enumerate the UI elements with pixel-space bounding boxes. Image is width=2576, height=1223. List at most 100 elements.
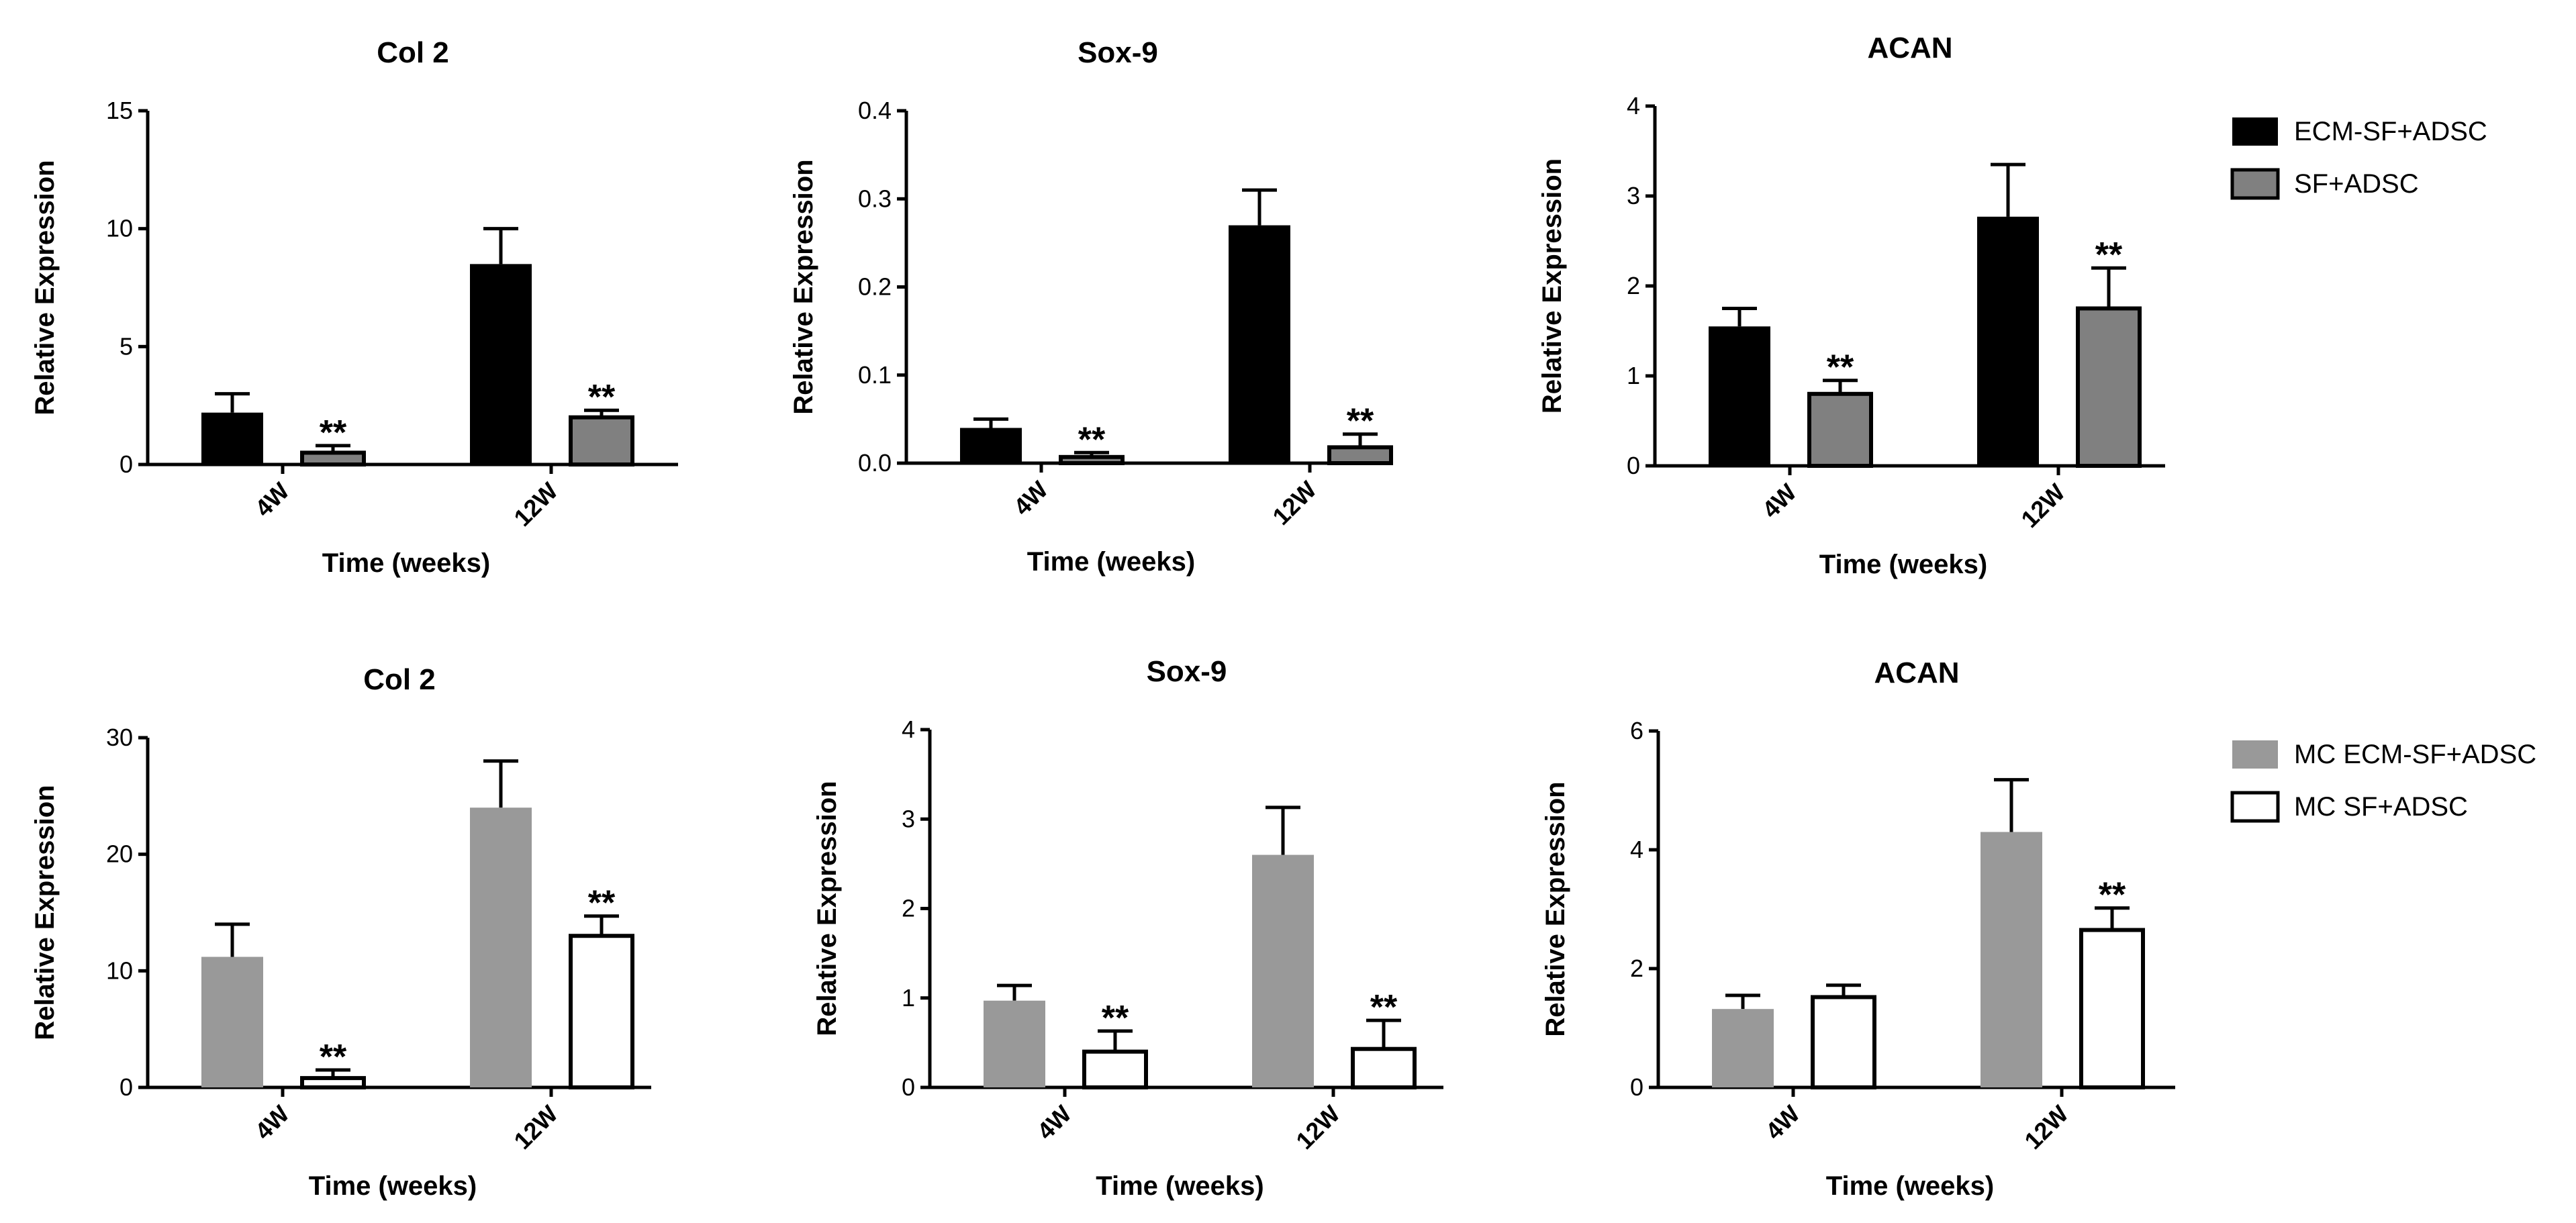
y-tick-label: 6 <box>1630 717 1643 744</box>
y-tick-label: 3 <box>902 805 915 832</box>
y-tick-label: 0 <box>120 450 133 478</box>
x-axis-label: Time (weeks) <box>309 1171 477 1201</box>
legend-label: MC ECM-SF+ADSC <box>2294 740 2536 769</box>
x-tick-label: 4W <box>249 477 294 522</box>
x-tick-label: 12W <box>1267 476 1321 530</box>
significance-mark: ** <box>1078 420 1106 459</box>
significance-mark: ** <box>320 1038 347 1077</box>
bar <box>1709 326 1770 466</box>
x-tick-label: 4W <box>249 1100 294 1145</box>
legend-swatch <box>2232 740 2278 769</box>
significance-mark: ** <box>1370 988 1398 1027</box>
x-axis-label: Time (weeks) <box>1826 1171 1995 1201</box>
x-axis-label: Time (weeks) <box>1096 1171 1264 1201</box>
legend-label: ECM-SF+ADSC <box>2294 117 2487 146</box>
chart-title: Col 2 <box>363 663 436 696</box>
bar <box>2079 928 2145 1089</box>
bar <box>569 415 634 467</box>
bar <box>569 934 634 1089</box>
bar <box>984 1000 1045 1087</box>
bar <box>1229 225 1290 463</box>
x-tick-label: 4W <box>1008 476 1053 521</box>
significance-mark: ** <box>320 413 347 452</box>
chart-panel-1: Sox-9 0.0 0.1 0.2 0.3 0.4 Relative Expression T… <box>789 36 1393 577</box>
y-tick-label: 0.3 <box>858 185 892 212</box>
y-tick-label: 0.1 <box>858 361 892 389</box>
legend-top: ECM-SF+ADSC SF+ADSC <box>2230 117 2487 200</box>
y-tick-label: 0 <box>1630 1073 1643 1101</box>
x-tick-label: 12W <box>1290 1100 1345 1155</box>
bar <box>1082 1049 1148 1089</box>
bar <box>2076 306 2142 468</box>
bar <box>1977 216 2039 466</box>
y-tick-label: 3 <box>1627 182 1640 209</box>
bar <box>1807 391 1873 468</box>
y-tick-label: 1 <box>902 984 915 1012</box>
y-tick-label: 10 <box>106 957 133 984</box>
bar <box>300 450 366 467</box>
chart-title: ACAN <box>1867 32 1952 64</box>
x-tick-label: 4W <box>1760 1100 1805 1145</box>
y-tick-label: 2 <box>1630 955 1643 982</box>
y-tick-label: 0.2 <box>858 273 892 301</box>
x-axis-label: Time (weeks) <box>1819 550 1988 579</box>
x-tick-label: 12W <box>2015 479 2070 533</box>
significance-mark: ** <box>1347 402 1374 441</box>
y-tick-label: 0.4 <box>858 97 892 124</box>
bar <box>470 264 532 464</box>
legend-label: SF+ADSC <box>2294 169 2419 199</box>
legend-bottom: MC ECM-SF+ADSC MC SF+ADSC <box>2230 740 2536 823</box>
y-axis-label: Relative Expression <box>30 160 60 415</box>
x-axis-label: Time (weeks) <box>322 548 491 578</box>
x-tick-label: 4W <box>1031 1100 1076 1145</box>
legend-label: MC SF+ADSC <box>2294 792 2468 822</box>
x-tick-label: 12W <box>508 477 563 532</box>
bar <box>300 1076 366 1090</box>
legend-swatch <box>2232 117 2278 146</box>
y-tick-label: 0.0 <box>858 449 892 477</box>
y-axis-label: Relative Expression <box>1537 158 1567 413</box>
chart-title: Sox-9 <box>1078 36 1158 69</box>
y-tick-label: 5 <box>120 332 133 360</box>
legend-swatch <box>2230 168 2280 200</box>
significance-mark: ** <box>1827 348 1854 387</box>
chart-panel-4: Sox-9 0 1 2 3 4 Relative Expression Time (weeks… <box>812 655 1443 1201</box>
significance-mark: ** <box>1102 999 1129 1038</box>
chart-panel-3: Col 2 0 10 20 30 Relative Expression Time (wee… <box>30 663 651 1201</box>
significance-mark: ** <box>588 884 616 923</box>
bar <box>1712 1009 1774 1087</box>
y-axis-label: Relative Expression <box>30 785 60 1040</box>
chart-title: Sox-9 <box>1147 655 1227 688</box>
chart-panel-2: ACAN 0 1 2 3 4 Relative Expression Time (weeks)… <box>1537 32 2165 579</box>
x-tick-label: 4W <box>1756 479 1801 524</box>
significance-mark: ** <box>2095 236 2123 275</box>
chart-panel-0: Col 2 0 5 10 15 Relative Expression Time (week… <box>30 36 678 578</box>
y-axis-label: Relative Expression <box>812 781 842 1036</box>
bar <box>1981 832 2042 1087</box>
bar <box>201 412 263 464</box>
y-tick-label: 4 <box>1630 836 1643 863</box>
bar <box>1327 445 1393 465</box>
y-tick-label: 10 <box>106 215 133 242</box>
legend-swatch <box>2230 791 2280 823</box>
significance-mark: ** <box>2099 876 2126 915</box>
y-axis-label: Relative Expression <box>1541 781 1570 1036</box>
y-tick-label: 0 <box>1627 452 1640 479</box>
y-tick-label: 4 <box>902 716 915 743</box>
bar <box>1351 1046 1417 1090</box>
x-tick-label: 12W <box>2019 1100 2073 1155</box>
y-tick-label: 2 <box>1627 272 1640 299</box>
y-tick-label: 2 <box>902 895 915 922</box>
bar <box>1252 854 1314 1087</box>
y-tick-label: 30 <box>106 724 133 751</box>
y-tick-label: 4 <box>1627 92 1640 119</box>
y-tick-label: 20 <box>106 840 133 868</box>
x-tick-label: 12W <box>508 1100 563 1155</box>
y-axis-label: Relative Expression <box>789 159 818 414</box>
bar <box>1811 995 1876 1089</box>
y-tick-label: 1 <box>1627 362 1640 389</box>
chart-title: ACAN <box>1874 656 1959 689</box>
bar <box>1059 454 1125 465</box>
bar <box>960 428 1022 463</box>
